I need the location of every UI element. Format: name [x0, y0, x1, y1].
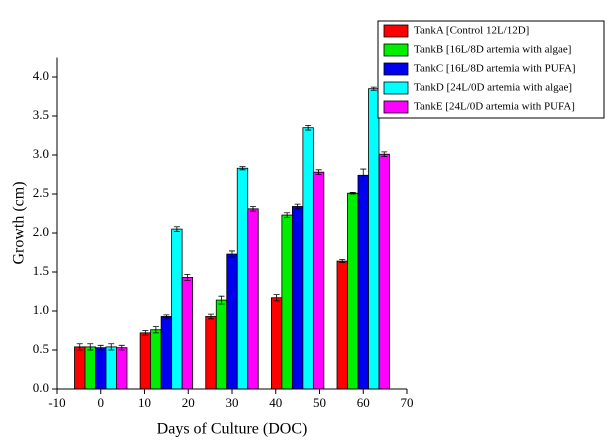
bar: [84, 346, 96, 390]
bar: [74, 346, 86, 390]
error-bar: [218, 295, 225, 305]
y-tick-label: 3.5: [33, 107, 49, 122]
error-bar: [294, 203, 301, 210]
error-bar: [381, 151, 388, 157]
error-bar: [163, 314, 170, 319]
bar: [368, 88, 380, 390]
y-tick-label: 0.5: [33, 341, 49, 356]
x-tick-label: 40: [269, 395, 282, 410]
legend-label: TankC [16L/8D artemia with PUFA]: [414, 63, 576, 75]
bar: [281, 214, 293, 390]
x-axis-label: Days of Culture (DOC): [157, 421, 308, 438]
error-bar: [108, 343, 115, 351]
error-bar: [173, 226, 180, 232]
error-bar: [360, 168, 367, 182]
legend-label: TankE [24L/0D artemia with PUFA]: [414, 101, 575, 113]
bar: [116, 347, 128, 390]
x-tick-label: 70: [401, 395, 414, 410]
legend-label: TankD [24L/0D artemia with algae]: [414, 82, 572, 94]
error-bar: [370, 86, 377, 91]
y-tick-label: 3.0: [33, 146, 49, 161]
y-tick-label: 4.0: [33, 68, 49, 83]
bar: [226, 253, 238, 390]
error-bar: [142, 330, 149, 336]
error-bar: [239, 166, 246, 171]
bar: [160, 316, 173, 390]
y-tick-label: 2.5: [33, 185, 49, 200]
bar: [312, 171, 325, 390]
x-tick-label: 0: [98, 395, 105, 410]
bar: [378, 153, 390, 390]
bar: [205, 316, 217, 390]
error-bar: [229, 250, 235, 258]
bar: [357, 174, 369, 390]
error-bar: [208, 313, 214, 320]
error-bar: [97, 344, 104, 351]
error-bar: [250, 206, 256, 212]
bar: [171, 228, 183, 390]
legend-swatch: [383, 81, 409, 95]
legend-label: TankA [Control 12L/12D]: [414, 25, 529, 37]
bar: [215, 299, 228, 390]
legend-swatch: [383, 100, 409, 114]
y-axis-label: Growth (cm): [11, 181, 28, 264]
legend-box: [377, 20, 605, 119]
bar: [270, 297, 283, 390]
y-tick-label: 2.0: [33, 224, 49, 239]
bar: [95, 347, 107, 390]
legend-label: TankB [16L/8D artemia with algae]: [414, 44, 571, 56]
bar: [150, 329, 162, 390]
error-bar: [184, 273, 191, 281]
legend-swatch: [383, 43, 409, 57]
bar: [105, 346, 117, 390]
bar: [247, 208, 259, 390]
bar: [236, 167, 249, 390]
error-bar: [339, 259, 346, 264]
error-bar: [152, 326, 159, 334]
x-tick-label: 20: [182, 395, 195, 410]
bar: [336, 260, 348, 390]
bar: [139, 332, 152, 390]
y-tick-label: 1.5: [33, 263, 49, 278]
error-bar: [87, 343, 94, 351]
error-bar: [315, 169, 322, 175]
bar: [347, 192, 359, 390]
error-bar: [118, 344, 125, 351]
legend-swatch: [383, 24, 409, 38]
bar: [181, 277, 194, 390]
error-bar: [305, 124, 312, 131]
error-bar: [273, 294, 280, 302]
legend-swatch: [383, 62, 409, 76]
x-tick-label: -10: [48, 395, 65, 410]
y-tick-label: 1.0: [33, 302, 49, 317]
x-tick-label: 50: [313, 395, 326, 410]
error-bar: [284, 212, 291, 218]
error-bar: [349, 192, 356, 195]
y-tick-label: 0.0: [33, 380, 49, 395]
bar: [291, 206, 304, 390]
x-tick-label: 30: [226, 395, 239, 410]
bar: [302, 127, 314, 390]
error-bar: [76, 343, 83, 351]
x-tick-label: 60: [357, 395, 370, 410]
x-tick-label: 10: [138, 395, 151, 410]
